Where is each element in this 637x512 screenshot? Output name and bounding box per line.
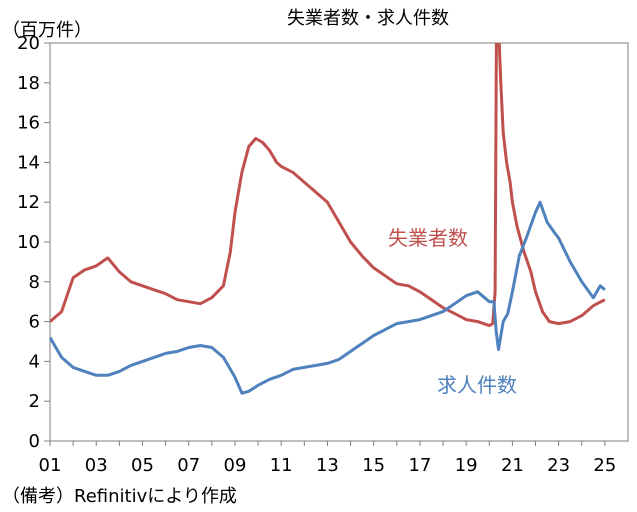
series-line-job-openings [50,200,606,395]
series-label-unemployed: 失業者数 [388,226,468,250]
x-tick-label: 25 [593,455,616,476]
x-tick-label: 23 [547,455,570,476]
x-tick-label: 19 [455,455,478,476]
x-tick-label: 15 [362,455,385,476]
y-axis-unit: （百万件） [2,20,92,41]
plot-frame [49,42,629,442]
series-layer [50,43,606,395]
x-tick-label: 03 [85,455,108,476]
y-tick-label: 0 [29,431,40,452]
y-axis: 0 2 4 6 8 10 12 14 16 18 20 [17,33,50,452]
y-tick-label: 10 [17,232,40,253]
x-tick-label: 11 [270,455,293,476]
x-tick-label: 17 [408,455,431,476]
x-tick-label: 13 [316,455,339,476]
y-tick-label: 12 [17,192,40,213]
x-axis: 01 03 05 07 09 11 13 15 17 19 21 23 25 [39,441,616,476]
y-tick-label: 8 [29,272,40,293]
chart-title: 失業者数・求人件数 [287,8,449,29]
y-tick-label: 16 [17,113,40,134]
series-line-unemployed [50,43,606,328]
source-note: （備考）Refinitivにより作成 [2,486,237,507]
y-tick-label: 20 [17,33,40,54]
y-tick-label: 4 [29,351,40,372]
x-tick-label: 01 [39,455,62,476]
y-tick-label: 6 [29,312,40,333]
x-tick-label: 05 [131,455,154,476]
y-tick-label: 14 [17,152,40,173]
y-tick-label: 2 [29,391,40,412]
x-tick-label: 21 [501,455,524,476]
x-tick-label: 07 [177,455,200,476]
y-tick-label: 18 [17,73,40,94]
series-label-job-openings: 求人件数 [437,373,517,397]
x-tick-label: 09 [224,455,247,476]
